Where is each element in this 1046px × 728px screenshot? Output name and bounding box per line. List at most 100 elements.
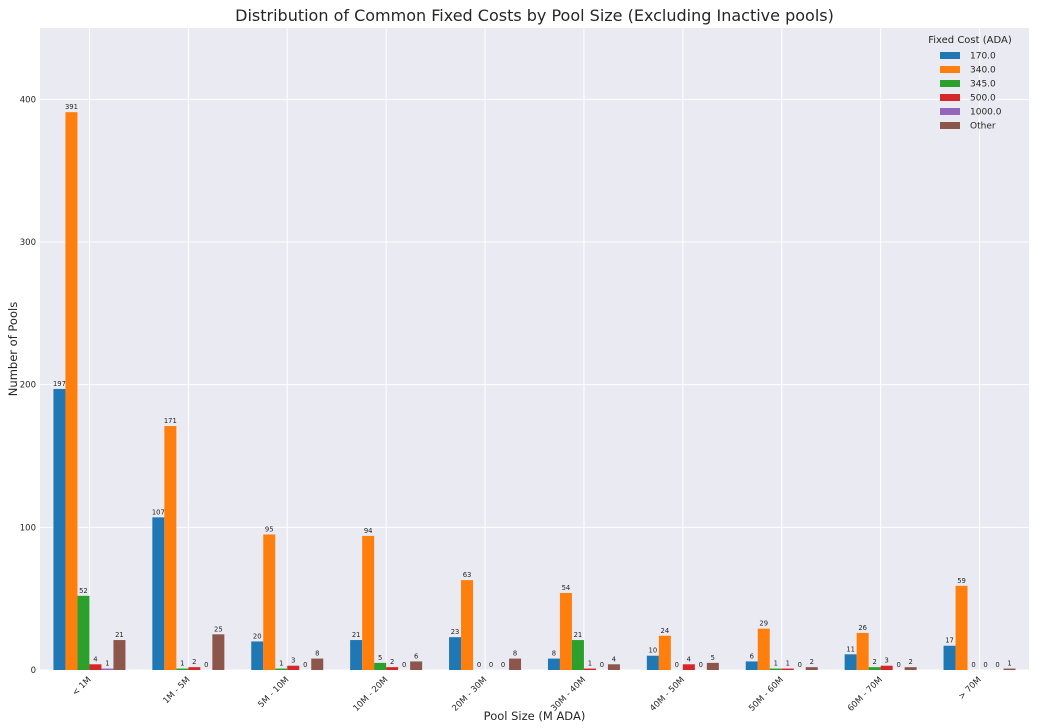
bar (706, 662, 719, 670)
bar (781, 668, 794, 670)
y-tick-label: 100 (20, 523, 36, 533)
data-label: 0 (699, 661, 703, 669)
x-tick-label: < 1M (71, 675, 94, 698)
legend-label: 345.0 (970, 80, 996, 90)
data-label: 10 (649, 647, 658, 655)
data-label: 1 (588, 660, 592, 668)
data-label: 4 (93, 655, 97, 663)
bar (176, 668, 189, 670)
bar (943, 645, 956, 670)
x-axis-label: Pool Size (M ADA) (484, 709, 586, 723)
bar (844, 654, 857, 670)
legend-swatch (940, 122, 960, 129)
bar (868, 667, 881, 670)
bar (856, 632, 869, 670)
bar (188, 667, 201, 670)
data-label: 0 (600, 661, 604, 669)
bar (904, 667, 917, 670)
legend-swatch (940, 94, 960, 101)
data-label: 0 (798, 661, 802, 669)
bar (65, 112, 78, 670)
grid (40, 28, 1029, 671)
data-label: 3 (291, 657, 295, 665)
bar (880, 665, 893, 670)
bar (374, 662, 387, 670)
data-label: 24 (661, 627, 670, 635)
data-label: 2 (908, 658, 912, 666)
data-label: 8 (513, 650, 517, 658)
legend-title: Fixed Cost (ADA) (928, 35, 1012, 46)
bar (410, 661, 423, 670)
bar (275, 668, 288, 670)
legend-label: 340.0 (970, 66, 996, 76)
data-label: 0 (896, 661, 900, 669)
x-axis-ticks: < 1M 1M - 5M 5M - 10M 10M - 20M 20M - 30M 30M… (71, 675, 984, 714)
data-label: 25 (214, 625, 223, 633)
bar (89, 664, 102, 670)
legend: Fixed Cost (ADA) 170.0 340.0 345.0 500.0 100… (928, 35, 1012, 132)
bar (571, 640, 584, 670)
x-tick-label: 1M - 5M (161, 675, 192, 706)
data-label: 4 (612, 655, 616, 663)
bar (769, 668, 782, 670)
data-label: 197 (53, 380, 66, 388)
x-tick-label: > 70M (957, 675, 984, 702)
x-tick-label: 40M - 50M (648, 675, 687, 714)
data-label: 8 (315, 650, 319, 658)
y-tick-label: 0 (31, 666, 36, 676)
data-label: 0 (303, 661, 307, 669)
bar (1003, 668, 1016, 670)
y-tick-label: 300 (20, 238, 36, 248)
data-label: 3 (884, 657, 888, 665)
bar (251, 641, 264, 670)
bar (583, 668, 596, 670)
legend-swatch (940, 80, 960, 87)
y-tick-label: 400 (20, 95, 36, 105)
legend-swatch (940, 108, 960, 115)
x-tick-label: 10M - 20M (352, 675, 391, 714)
data-label: 2 (192, 658, 196, 666)
bar (607, 664, 620, 670)
data-label: 95 (265, 525, 274, 533)
data-label: 0 (983, 661, 987, 669)
data-label: 17 (945, 637, 954, 645)
data-label: 1 (774, 660, 778, 668)
bar (449, 637, 462, 670)
data-label: 5 (711, 654, 715, 662)
data-label: 54 (562, 584, 571, 592)
data-label: 21 (115, 631, 124, 639)
data-label: 5 (378, 654, 382, 662)
data-label: 6 (414, 652, 418, 660)
data-label: 2 (390, 658, 394, 666)
bar (101, 668, 114, 670)
bar (461, 580, 474, 670)
legend-label: 170.0 (970, 52, 996, 62)
data-label: 63 (463, 571, 472, 579)
plot-area (40, 28, 1029, 670)
data-label: 8 (552, 650, 556, 658)
data-label: 52 (79, 587, 88, 595)
legend-label: Other (970, 122, 996, 132)
bar (362, 535, 375, 670)
bar (547, 658, 560, 670)
bar (311, 658, 324, 670)
data-label: 0 (402, 661, 406, 669)
data-label: 1 (279, 660, 283, 668)
bar (955, 585, 968, 670)
y-axis-label: Number of Pools (6, 302, 20, 396)
bar (53, 388, 66, 670)
data-label: 4 (687, 655, 691, 663)
data-label: 0 (995, 661, 999, 669)
data-label: 2 (810, 658, 814, 666)
data-label: 21 (352, 631, 361, 639)
bar (386, 667, 399, 670)
bar (212, 634, 225, 670)
bar (77, 595, 90, 670)
bar (164, 426, 177, 670)
data-label: 21 (574, 631, 583, 639)
data-label: 6 (750, 652, 754, 660)
bars (53, 112, 1016, 670)
bar (646, 655, 659, 670)
y-axis-ticks: 0 100 200 300 400 (20, 95, 36, 676)
